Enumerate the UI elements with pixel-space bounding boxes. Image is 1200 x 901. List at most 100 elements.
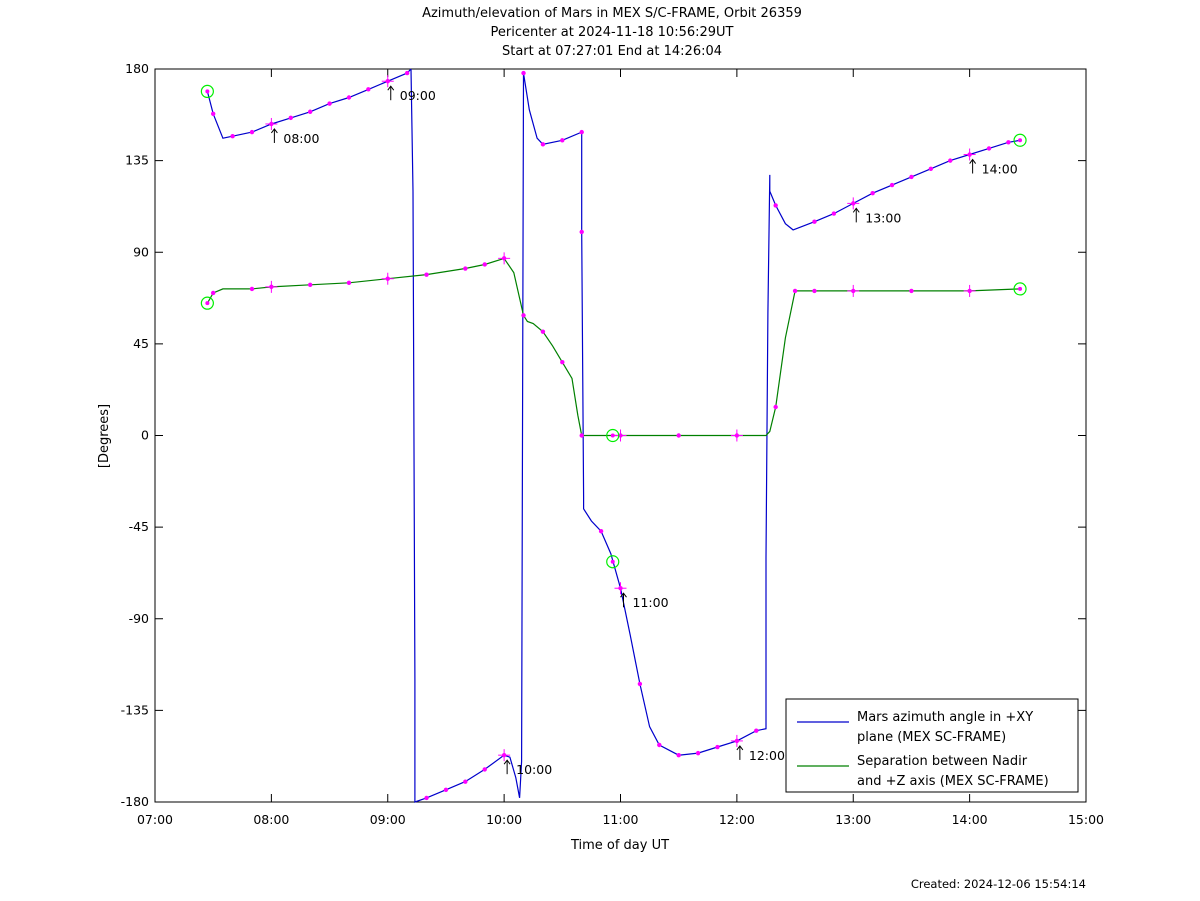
- x-tick-label: 14:00: [952, 812, 988, 827]
- x-tick-label: 10:00: [486, 812, 522, 827]
- azimuth-data-point: [404, 70, 410, 76]
- separation-data-point: [210, 290, 216, 296]
- title-line-3: Start at 07:27:01 End at 14:26:04: [502, 44, 722, 59]
- legend-label-azimuth-line-2: plane (MEX SC-FRAME): [857, 730, 1006, 745]
- azimuth-data-point: [870, 191, 875, 196]
- legend: Mars azimuth angle in +XY plane (MEX SC-…: [785, 698, 1079, 793]
- separation-data-point: [424, 272, 429, 277]
- legend-label-azimuth-line-1: Mars azimuth angle in +XY: [857, 710, 1033, 725]
- y-tick-label: -45: [129, 519, 149, 534]
- azimuth-data-point: [307, 109, 313, 114]
- separation-data-point: [307, 282, 313, 288]
- separation-data-point: [773, 404, 778, 410]
- event-circle: [200, 296, 214, 310]
- azimuth-data-point: [366, 87, 371, 92]
- separation-data-point: [676, 433, 681, 438]
- azimuth-data-point: [773, 203, 778, 208]
- azimuth-data-point: [579, 229, 584, 235]
- separation-data-point: [249, 286, 255, 292]
- azimuth-data-point: [579, 129, 584, 135]
- hour-label-1300: 13:00: [865, 210, 901, 225]
- chart-title: Azimuth/elevation of Mars in MEX S/C-FRA…: [422, 6, 802, 59]
- legend-box: [785, 698, 1079, 793]
- azimuth-data-point: [948, 158, 953, 163]
- azimuth-data-point: [754, 728, 759, 733]
- legend-label-separation-line-1: Separation between Nadir: [857, 754, 1028, 769]
- azimuth-data-point: [889, 182, 895, 188]
- azimuth-data-point: [443, 787, 449, 792]
- hour-label-0900: 09:00: [400, 88, 436, 103]
- separation-data-point: [346, 280, 352, 285]
- hour-label-0800: 08:00: [283, 131, 319, 146]
- created-timestamp: Created: 2024-12-06 15:54:14: [911, 877, 1086, 891]
- x-tick-label: 15:00: [1068, 812, 1104, 827]
- event-circle: [606, 555, 620, 569]
- azimuth-data-point: [482, 767, 487, 772]
- y-axis-ticks: 180 135 90 45 0 -45 -90 -135 -180: [121, 61, 1086, 809]
- event-center-dot: [205, 89, 210, 94]
- azimuth-data-point: [637, 681, 643, 687]
- azimuth-data-point: [346, 95, 352, 100]
- separation-data-point: [521, 313, 526, 318]
- azimuth-data-point: [424, 795, 429, 801]
- x-axis-label: Time of day UT: [570, 838, 669, 853]
- hour-label-1200: 12:00: [749, 748, 785, 763]
- hour-label-arrowhead: [969, 158, 977, 164]
- separation-data-point: [812, 288, 817, 294]
- azimuth-data-point: [715, 744, 720, 750]
- azimuth-data-point: [812, 219, 817, 224]
- x-tick-label: 11:00: [602, 812, 638, 827]
- event-circle: [200, 84, 214, 98]
- x-tick-label: 09:00: [370, 812, 406, 827]
- azimuth-data-point: [1006, 140, 1011, 145]
- y-tick-label: 180: [125, 61, 149, 76]
- azimuth-data-point: [288, 115, 293, 121]
- azimuth-data-point: [540, 142, 546, 147]
- hour-label-arrowhead: [387, 85, 395, 91]
- azimuth-data-point: [598, 528, 604, 534]
- event-center-dot: [1018, 286, 1023, 291]
- event-center-dot: [610, 559, 615, 564]
- azimuth-data-point: [986, 146, 992, 151]
- event-circle: [1013, 282, 1027, 296]
- event-circle: [606, 428, 620, 443]
- separation-data-point: [463, 266, 468, 271]
- separation-data-point: [482, 262, 487, 267]
- azimuth-data-point: [230, 133, 235, 139]
- event-center-dot: [1018, 138, 1023, 143]
- series-markers: [210, 70, 1011, 801]
- event-circles: [200, 84, 1027, 569]
- hour-label-1000: 10:00: [516, 762, 552, 777]
- y-tick-label: 135: [125, 153, 149, 168]
- hour-label-arrowhead: [852, 207, 860, 213]
- y-tick-label: 45: [133, 336, 149, 351]
- title-line-2: Pericenter at 2024-11-18 10:56:29UT: [490, 25, 733, 40]
- x-tick-label: 07:00: [137, 812, 173, 827]
- x-tick-label: 13:00: [835, 812, 871, 827]
- event-center-dot: [205, 301, 210, 306]
- azimuth-data-point: [210, 111, 216, 116]
- azimuth-data-point: [909, 174, 914, 180]
- y-tick-label: -180: [121, 794, 149, 809]
- separation-data-point: [579, 433, 584, 438]
- separation-data-point: [560, 360, 565, 365]
- y-axis-label: [Degrees]: [97, 404, 112, 468]
- separation-series-line: [206, 257, 1021, 437]
- azimuth-data-point: [676, 752, 681, 758]
- azimuth-data-point: [327, 101, 332, 106]
- event-center-dot: [610, 433, 615, 438]
- hour-label-1400: 14:00: [982, 162, 1018, 177]
- azimuth-data-point: [831, 211, 837, 216]
- title-line-1: Azimuth/elevation of Mars in MEX S/C-FRA…: [422, 6, 802, 21]
- separation-data-point: [540, 329, 546, 334]
- y-tick-label: 0: [141, 428, 149, 443]
- azimuth-data-point: [249, 129, 255, 135]
- separation-data-point: [909, 288, 914, 294]
- azimuth-data-point: [695, 750, 701, 756]
- x-axis-ticks: 07:00 08:00 09:00 10:00 11:00 12:00 13:00 14:00…: [137, 69, 1104, 827]
- separation-data-point: [792, 288, 798, 294]
- hour-annotations: 08:00 09:00 10:00 11:00 12:00 13:00 14:00: [270, 85, 1018, 777]
- hour-label-arrowhead: [620, 592, 627, 598]
- azimuth-data-point: [657, 742, 662, 748]
